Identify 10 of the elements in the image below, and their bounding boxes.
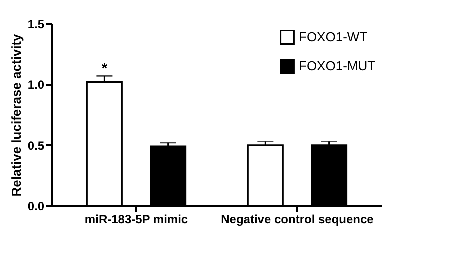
y-tick-label: 0.5 xyxy=(28,138,45,153)
y-axis-title: Relative luciferase activity xyxy=(8,33,24,197)
x-tick-label: Negative control sequence xyxy=(221,212,374,226)
y-tick-label: 1.0 xyxy=(28,78,45,92)
legend-label: FOXO1-WT xyxy=(299,30,368,44)
legend-label: FOXO1-MUT xyxy=(299,58,376,74)
y-tick-label: 1.5 xyxy=(28,18,45,32)
x-tick-label: miR-183-5P mimic xyxy=(84,212,188,226)
annotation: * xyxy=(102,60,108,76)
y-tick-label: 0.0 xyxy=(28,200,45,214)
